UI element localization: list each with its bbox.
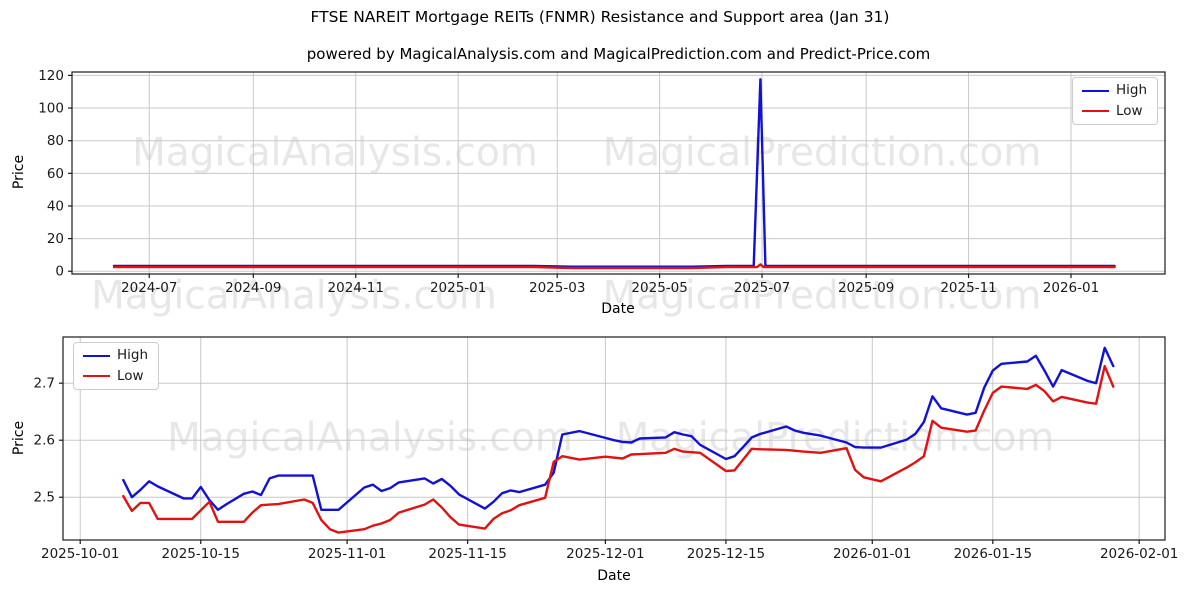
high-line-swatch bbox=[1082, 89, 1109, 92]
low-line-swatch bbox=[83, 375, 110, 378]
watermark-text: MagicalAnalysis.com bbox=[91, 274, 497, 319]
legend-label-high: High bbox=[117, 347, 149, 363]
top-chart-y-tick-label: 120 bbox=[38, 68, 64, 84]
top-chart-ylabel: Price bbox=[11, 154, 27, 190]
watermark-text: MagicalPrediction.com bbox=[603, 274, 1042, 319]
bottom-chart-spines bbox=[62, 336, 1166, 541]
legend-label-low: Low bbox=[1116, 102, 1143, 119]
top-chart-xlabel: Date bbox=[601, 301, 635, 317]
top-chart-y-tick-label: 100 bbox=[38, 101, 64, 117]
top-chart-y-tick-label: 40 bbox=[47, 198, 64, 214]
watermark-text: MagicalAnalysis.com bbox=[167, 416, 573, 461]
bottom-chart-y-tick-label: 2.7 bbox=[34, 376, 55, 392]
top-chart-x-tick-label: 2024-11 bbox=[328, 280, 384, 296]
bottom-chart-ylabel: Price bbox=[11, 420, 27, 456]
bottom-chart-x-tick-label: 2025-11-15 bbox=[428, 546, 506, 562]
bottom-chart-xlabel: Date bbox=[597, 568, 631, 584]
watermark-text: MagicalAnalysis.com bbox=[132, 131, 538, 176]
legend-item-low: Low bbox=[1082, 102, 1147, 119]
bottom-chart-x-tick-label: 2026-02-01 bbox=[1100, 546, 1178, 562]
top-chart-x-tick-label: 2025-03 bbox=[529, 280, 585, 296]
bottom-chart-x-tick-label: 2026-01-01 bbox=[833, 546, 911, 562]
top-chart-y-tick-label: 60 bbox=[47, 166, 64, 182]
watermark-text: MagicalPrediction.com bbox=[603, 131, 1042, 176]
top-chart-x-tick-label: 2025-01 bbox=[430, 280, 486, 296]
top-chart-x-tick-label: 2025-09 bbox=[838, 280, 894, 296]
legend-item-high: High bbox=[83, 347, 149, 363]
top-chart-low-line bbox=[112, 263, 1116, 270]
top-chart-y-tick-label: 80 bbox=[47, 133, 64, 149]
top-chart-x-tick-label: 2025-05 bbox=[631, 280, 687, 296]
bottom-chart-x-tick-label: 2025-12-01 bbox=[566, 546, 644, 562]
figure-title: FTSE NAREIT Mortgage REITs (FNMR) Resist… bbox=[310, 8, 890, 26]
legend-label-low: Low bbox=[117, 367, 144, 384]
bottom-chart-y-tick-label: 2.6 bbox=[34, 433, 55, 449]
legend-item-high: High bbox=[1082, 82, 1148, 98]
top-chart-y-tick-label: 0 bbox=[55, 264, 64, 280]
bottom-chart-x-tick-label: 2025-10-01 bbox=[41, 546, 119, 562]
powered-by-subtitle: powered by MagicalAnalysis.com and Magic… bbox=[306, 45, 931, 63]
top-chart-y-tick-label: 20 bbox=[47, 231, 64, 247]
bottom-chart-x-tick-label: 2025-12-15 bbox=[687, 546, 765, 562]
bottom-chart-x-tick-label: 2025-10-15 bbox=[162, 546, 240, 562]
watermark-text: MagicalPrediction.com bbox=[616, 416, 1055, 461]
bottom-chart-high-line bbox=[122, 346, 1115, 511]
legend-label-high: High bbox=[1116, 82, 1148, 98]
top-chart-x-tick-label: 2025-07 bbox=[734, 280, 790, 296]
top-chart-x-tick-label: 2025-11 bbox=[940, 280, 996, 296]
bottom-chart-low-line bbox=[122, 364, 1115, 534]
top-chart-x-tick-label: 2026-01 bbox=[1043, 280, 1099, 296]
top-chart-legend: High Low bbox=[1072, 77, 1159, 125]
top-chart-x-tick-label: 2024-09 bbox=[225, 280, 281, 296]
bottom-chart-legend: High Low bbox=[73, 342, 160, 390]
low-line-swatch bbox=[1082, 110, 1109, 113]
bottom-chart-x-tick-label: 2026-01-15 bbox=[954, 546, 1032, 562]
bottom-chart-x-tick-label: 2025-11-01 bbox=[308, 546, 386, 562]
high-line-swatch bbox=[83, 354, 110, 357]
top-chart-x-tick-label: 2024-07 bbox=[121, 280, 177, 296]
legend-item-low: Low bbox=[83, 367, 148, 384]
bottom-chart-y-tick-label: 2.5 bbox=[34, 490, 55, 506]
